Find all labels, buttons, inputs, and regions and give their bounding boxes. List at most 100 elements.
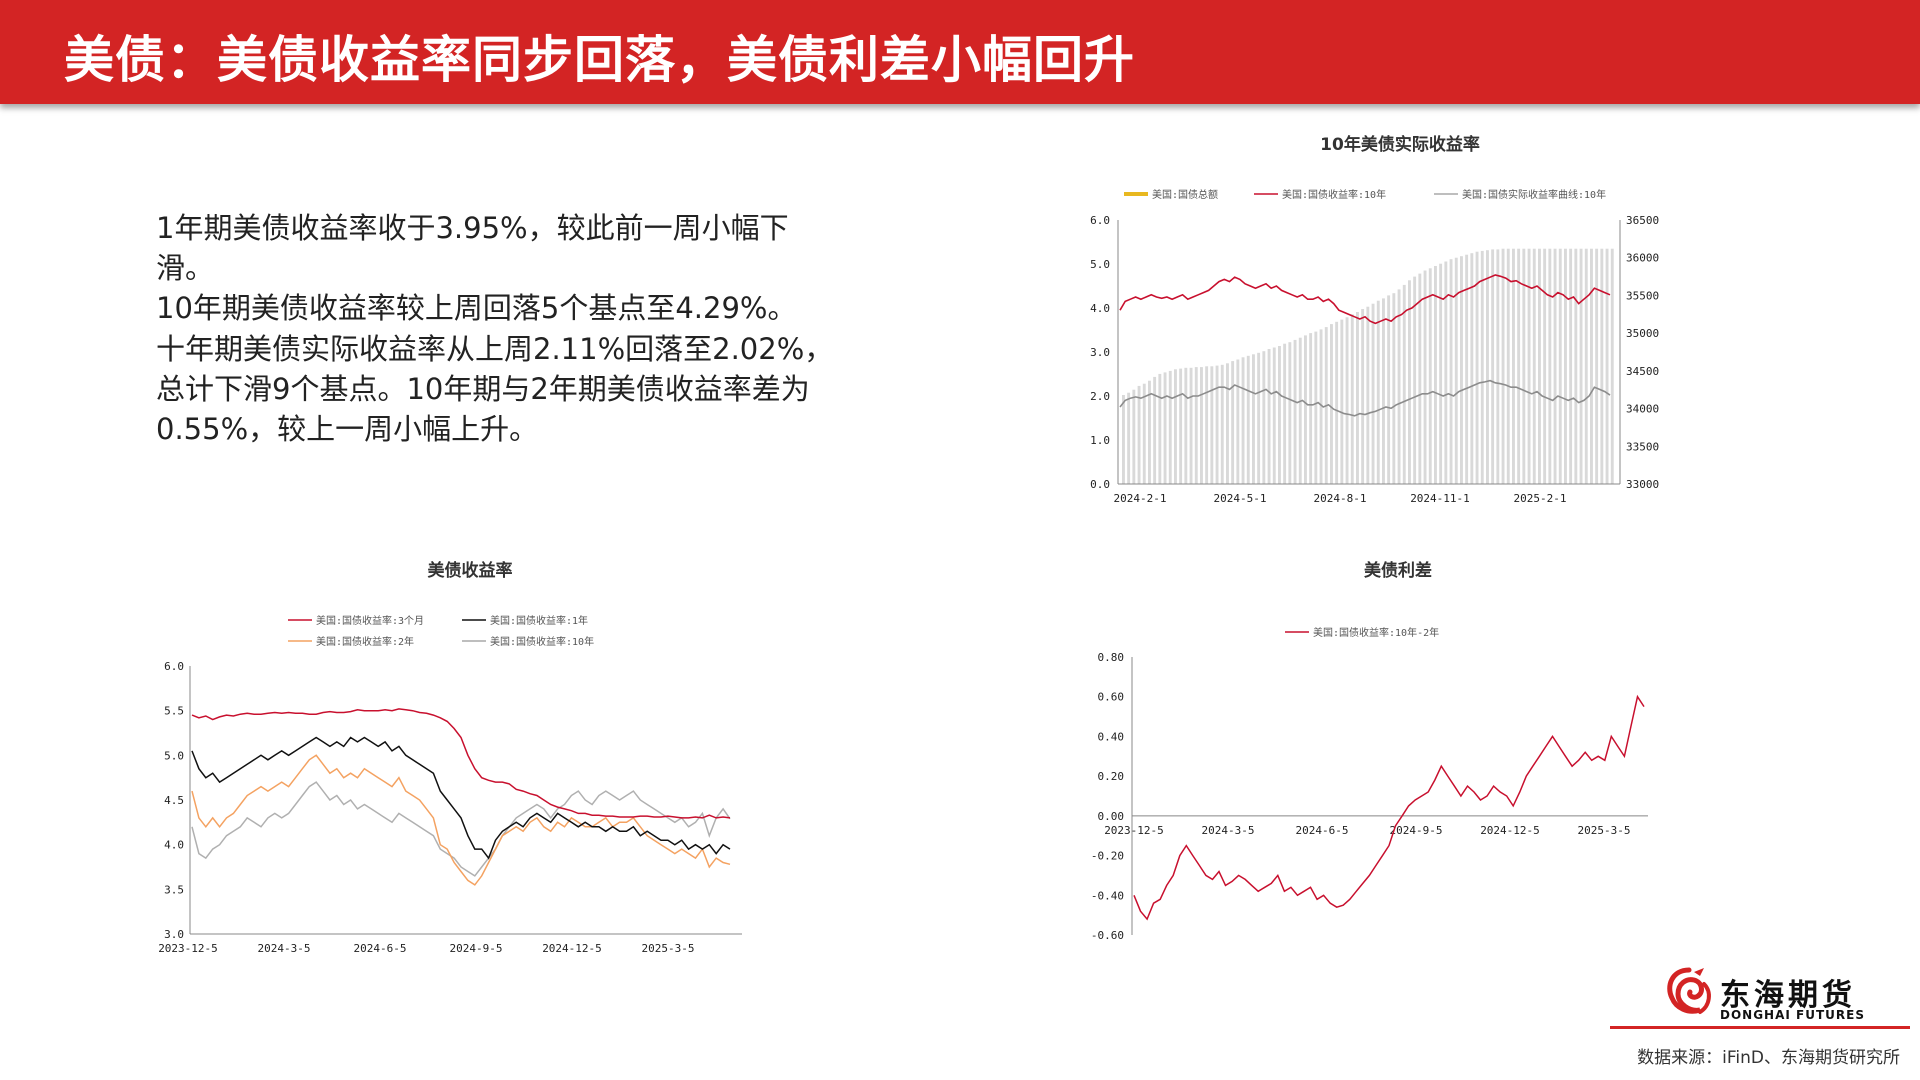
bar-total-debt bbox=[1174, 369, 1177, 484]
y-tick: -0.20 bbox=[1091, 850, 1124, 863]
y-right-tick: 33500 bbox=[1626, 440, 1659, 453]
y-tick: 4.0 bbox=[164, 839, 184, 852]
bar-total-debt bbox=[1267, 349, 1271, 484]
bar-total-debt bbox=[1272, 347, 1276, 484]
bar-total-debt bbox=[1288, 342, 1292, 484]
y-right-tick: 35000 bbox=[1626, 327, 1659, 340]
x-tick: 2023-12-5 bbox=[158, 942, 218, 955]
bar-total-debt bbox=[1579, 248, 1583, 484]
bar-total-debt bbox=[1220, 364, 1224, 484]
bar-total-debt bbox=[1512, 248, 1515, 484]
bar-total-debt bbox=[1486, 250, 1489, 484]
bar-total-debt bbox=[1376, 300, 1380, 484]
series-spread bbox=[1133, 694, 1645, 921]
x-tick: 2024-2-1 bbox=[1114, 492, 1167, 505]
bar-total-debt bbox=[1413, 276, 1417, 484]
bar-total-debt bbox=[1574, 248, 1578, 484]
bar-total-debt bbox=[1387, 295, 1391, 484]
y-left-tick: 0.0 bbox=[1090, 478, 1110, 491]
x-tick: 2024-9-5 bbox=[450, 942, 503, 955]
bar-total-debt bbox=[1600, 248, 1604, 484]
bar-total-debt bbox=[1361, 309, 1365, 484]
paragraph-1-line-1: 1年期美债收益率收于3.95%，较此前一周小幅下滑。 bbox=[156, 211, 789, 285]
bar-total-debt bbox=[1439, 263, 1443, 484]
legend-real-10y-label: 美国:国债实际收益率曲线:10年 bbox=[1462, 188, 1606, 201]
legend-total-debt-label: 美国:国债总额 bbox=[1152, 188, 1218, 201]
bar-total-debt bbox=[1501, 248, 1505, 484]
bar-total-debt bbox=[1226, 363, 1229, 484]
chart-title-spread: 美债利差 bbox=[1364, 561, 1432, 581]
bar-total-debt bbox=[1127, 392, 1131, 484]
bar-total-debt bbox=[1553, 248, 1557, 484]
bar-total-debt bbox=[1595, 248, 1599, 484]
bar-total-debt bbox=[1392, 293, 1396, 484]
bar-total-debt bbox=[1610, 248, 1614, 484]
bar-total-debt bbox=[1283, 343, 1287, 484]
legend-nominal-10y-label: 美国:国债收益率:10年 bbox=[1282, 188, 1386, 201]
x-tick: 2024-12-5 bbox=[1480, 824, 1540, 837]
chart-title-yields: 美债收益率 bbox=[427, 561, 513, 581]
bar-total-debt bbox=[1132, 389, 1136, 484]
chart-spread: 美国:国债收益率:10年-2年 -0.60 -0.40 -0.20 0.00 0.20 0.… bbox=[1091, 626, 1648, 942]
bar-total-debt bbox=[1241, 357, 1245, 484]
bar-total-debt bbox=[1278, 346, 1281, 484]
bar-total-debt bbox=[1590, 248, 1593, 484]
bar-total-debt bbox=[1522, 248, 1526, 484]
legend-1y-label: 美国:国债收益率:1年 bbox=[490, 614, 588, 627]
bar-total-debt bbox=[1564, 248, 1567, 484]
series-10y bbox=[191, 781, 731, 877]
bar-total-debt bbox=[1548, 248, 1552, 484]
bar-total-debt bbox=[1215, 365, 1219, 484]
bar-total-debt bbox=[1200, 367, 1203, 484]
series-real-10y bbox=[1119, 379, 1611, 417]
chart-real-yield: 美国:国债总额 美国:国债收益率:10年 美国:国债实际收益率曲线:10年 0.0 1.… bbox=[1090, 188, 1659, 505]
y-right-tick: 36500 bbox=[1626, 214, 1659, 227]
y-tick: -0.60 bbox=[1091, 929, 1124, 942]
header-bar: 美债：美债收益率同步回落，美债利差小幅回升 bbox=[0, 0, 1920, 104]
y-left-tick: 4.0 bbox=[1090, 302, 1110, 315]
bar-total-debt bbox=[1142, 383, 1146, 484]
y-tick: 0.80 bbox=[1098, 651, 1125, 664]
logo-text-en: DONGHAI FUTURES bbox=[1720, 1008, 1865, 1022]
bar-total-debt bbox=[1257, 352, 1261, 484]
x-tick: 2024-5-1 bbox=[1214, 492, 1267, 505]
x-tick: 2025-3-5 bbox=[642, 942, 695, 955]
bar-total-debt bbox=[1538, 248, 1541, 484]
y-tick: 4.5 bbox=[164, 794, 184, 807]
bar-total-debt bbox=[1184, 367, 1188, 484]
y-tick: 0.20 bbox=[1098, 770, 1125, 783]
bar-total-debt bbox=[1314, 331, 1318, 484]
x-tick: 2024-6-5 bbox=[1296, 824, 1349, 837]
bar-total-debt bbox=[1408, 280, 1411, 484]
bar-total-debt bbox=[1262, 351, 1266, 484]
x-tick: 2024-12-5 bbox=[542, 942, 602, 955]
y-left-tick: 2.0 bbox=[1090, 390, 1110, 403]
bar-total-debt bbox=[1402, 284, 1406, 484]
y-tick: -0.40 bbox=[1091, 889, 1124, 902]
x-tick: 2024-8-1 bbox=[1314, 492, 1367, 505]
page-title: 美债：美债收益率同步回落，美债利差小幅回升 bbox=[64, 31, 1135, 89]
x-tick: 2024-3-5 bbox=[1202, 824, 1255, 837]
bar-total-debt bbox=[1605, 248, 1609, 484]
bar-total-debt bbox=[1470, 253, 1474, 484]
y-right-tick: 33000 bbox=[1626, 478, 1659, 491]
x-tick: 2025-3-5 bbox=[1578, 824, 1631, 837]
y-tick: 0.60 bbox=[1098, 691, 1125, 704]
x-tick: 2025-2-1 bbox=[1514, 492, 1567, 505]
dragon-logo-icon bbox=[1667, 967, 1711, 1014]
y-left-tick: 3.0 bbox=[1090, 346, 1110, 359]
y-tick: 5.5 bbox=[164, 705, 184, 718]
y-tick: 0.00 bbox=[1098, 810, 1125, 823]
bar-total-debt bbox=[1460, 256, 1463, 484]
bar-total-debt bbox=[1335, 321, 1339, 484]
bar-total-debt bbox=[1366, 306, 1370, 484]
bar-total-debt bbox=[1543, 248, 1547, 484]
y-right-tick: 34500 bbox=[1626, 365, 1659, 378]
bar-total-debt bbox=[1158, 373, 1162, 484]
legend-3m-label: 美国:国债收益率:3个月 bbox=[316, 614, 424, 627]
series-3m bbox=[191, 708, 731, 819]
bar-total-debt bbox=[1558, 248, 1562, 484]
bar-total-debt bbox=[1137, 385, 1141, 484]
bar-total-debt bbox=[1122, 395, 1125, 484]
